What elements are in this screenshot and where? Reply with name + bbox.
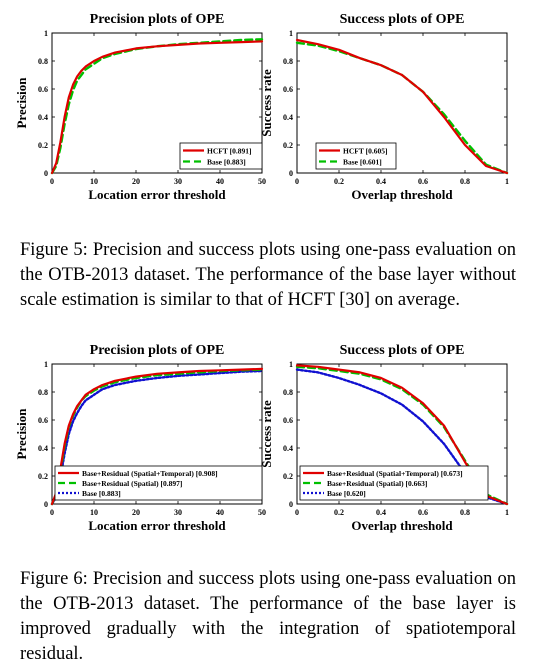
- legend-label: Base+Residual (Spatial+Temporal) [0.908]: [82, 469, 218, 478]
- y-tick-label: 0.4: [38, 444, 48, 453]
- series-line-1: [50, 38, 264, 175]
- x-tick-label: 0: [295, 508, 299, 517]
- plot-frame: [296, 32, 508, 174]
- chart-panel-2: Precision plots of OPE 0 10 20 30 40 50 0 0.2 0.4…: [14, 343, 266, 533]
- y-tick-label: 0.6: [283, 85, 293, 94]
- legend-box: [299, 465, 489, 501]
- plot-frame: [51, 363, 263, 505]
- plot-frame: [296, 363, 508, 505]
- x-tick-label: 30: [174, 508, 182, 517]
- y-axis-label: Success rate: [259, 69, 274, 137]
- x-tick-label: 0: [50, 508, 54, 517]
- figure-5: Precision plots of OPE 0 10 20 30 40 50 0 0.2 0.4…: [0, 0, 535, 210]
- x-tick-label: 0.4: [376, 177, 386, 186]
- y-tick-label: 0.6: [283, 416, 293, 425]
- chart-title: Precision plots of OPE: [90, 12, 225, 27]
- y-tick-label: 0.2: [283, 141, 293, 150]
- y-tick-label: 0.4: [38, 113, 48, 122]
- y-tick-label: 0.2: [283, 472, 293, 481]
- legend-label: Base [0.620]: [327, 489, 366, 498]
- figure-6-caption: Figure 6: Precision and success plots us…: [20, 568, 516, 664]
- plot-frame: [51, 32, 263, 174]
- legend-label: Base+Residual (Spatial+Temporal) [0.673]: [327, 469, 463, 478]
- chart-panel-3: Success plots of OPE 0 0.2 0.4 0.6 0.8 1 0 0.2 0.…: [259, 343, 509, 533]
- y-tick-label: 1: [289, 29, 293, 38]
- y-tick-label: 0.4: [283, 444, 293, 453]
- x-tick-label: 0.8: [460, 508, 470, 517]
- legend-label: Base+Residual (Spatial) [0.897]: [82, 479, 182, 488]
- chart-panel-0: Precision plots of OPE 0 10 20 30 40 50 0 0.2 0.4…: [14, 12, 266, 202]
- legend-box: [54, 465, 263, 501]
- x-axis-label: Location error threshold: [88, 518, 226, 533]
- x-tick-label: 0.2: [334, 177, 344, 186]
- x-tick-label: 20: [132, 177, 140, 186]
- chart-title: Success plots of OPE: [340, 12, 465, 27]
- x-tick-label: 0.8: [460, 177, 470, 186]
- y-tick-label: 0: [44, 500, 48, 509]
- x-tick-label: 30: [174, 177, 182, 186]
- x-tick-label: 20: [132, 508, 140, 517]
- y-axis-label: Precision: [14, 77, 29, 129]
- y-tick-label: 0.8: [38, 57, 48, 66]
- y-tick-label: 0.2: [38, 141, 48, 150]
- x-tick-label: 50: [258, 177, 266, 186]
- y-axis-label: Precision: [14, 408, 29, 460]
- x-tick-label: 40: [216, 508, 224, 517]
- series-line-0: [50, 40, 264, 175]
- series-line-2: [50, 369, 264, 506]
- x-tick-label: 0.6: [418, 177, 428, 186]
- legend-label: HCFT [0.605]: [343, 147, 387, 156]
- x-tick-label: 10: [90, 177, 98, 186]
- x-tick-label: 1: [505, 177, 509, 186]
- y-tick-label: 1: [44, 29, 48, 38]
- y-axis-label: Success rate: [259, 400, 274, 468]
- y-tick-label: 0: [44, 169, 48, 178]
- y-tick-label: 0.8: [38, 388, 48, 397]
- x-axis-label: Overlap threshold: [351, 518, 453, 533]
- series-line-0: [295, 38, 509, 175]
- x-tick-label: 50: [258, 508, 266, 517]
- y-tick-label: 0.6: [38, 85, 48, 94]
- series-line-0: [50, 367, 264, 506]
- x-tick-label: 0.2: [334, 508, 344, 517]
- y-tick-label: 1: [44, 360, 48, 369]
- legend-box: [179, 142, 263, 170]
- legend-label: Base [0.601]: [343, 158, 382, 167]
- y-tick-label: 0.8: [283, 57, 293, 66]
- x-tick-label: 10: [90, 508, 98, 517]
- x-tick-label: 0: [295, 177, 299, 186]
- figure-5-caption: Figure 5: Precision and success plots us…: [20, 239, 516, 310]
- x-tick-label: 0.6: [418, 508, 428, 517]
- figure-6: Precision plots of OPE 0 10 20 30 40 50 0 0.2 0.4…: [0, 340, 535, 540]
- y-tick-label: 0: [289, 500, 293, 509]
- y-tick-label: 0.4: [283, 113, 293, 122]
- y-tick-label: 0.8: [283, 388, 293, 397]
- chart-title: Success plots of OPE: [340, 343, 465, 358]
- legend-box: [315, 142, 397, 170]
- x-axis-label: Location error threshold: [88, 187, 226, 202]
- x-tick-label: 1: [505, 508, 509, 517]
- x-tick-label: 0: [50, 177, 54, 186]
- x-tick-label: 0.4: [376, 508, 386, 517]
- legend-label: HCFT [0.891]: [207, 147, 251, 156]
- legend-label: Base [0.883]: [82, 489, 121, 498]
- chart-title: Precision plots of OPE: [90, 343, 225, 358]
- x-tick-label: 40: [216, 177, 224, 186]
- y-tick-label: 0.2: [38, 472, 48, 481]
- y-tick-label: 1: [289, 360, 293, 369]
- y-tick-label: 0: [289, 169, 293, 178]
- legend-label: Base [0.883]: [207, 158, 246, 167]
- x-axis-label: Overlap threshold: [351, 187, 453, 202]
- y-tick-label: 0.6: [38, 416, 48, 425]
- series-line-1: [295, 365, 509, 506]
- legend-label: Base+Residual (Spatial) [0.663]: [327, 479, 427, 488]
- chart-panel-1: Success plots of OPE 0 0.2 0.4 0.6 0.8 1 0 0.2 0.…: [259, 12, 509, 202]
